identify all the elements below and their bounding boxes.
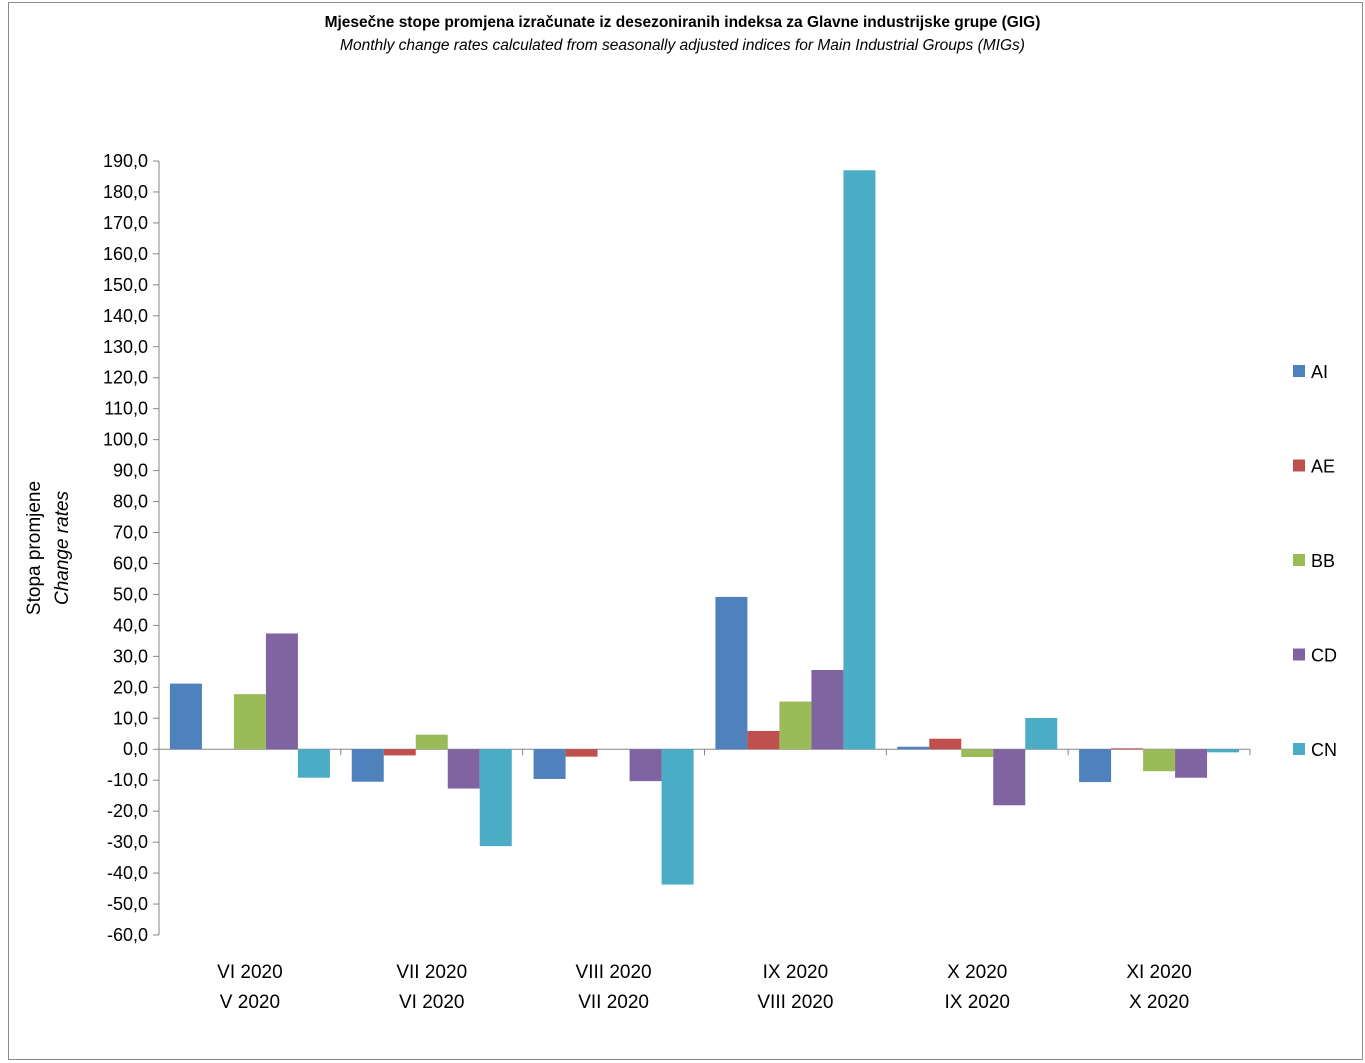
legend-label-ae: AE: [1311, 457, 1335, 477]
bar-cd: [629, 749, 662, 782]
bar-cd: [447, 749, 480, 789]
legend-label-cn: CN: [1311, 740, 1337, 760]
chart-subtitle: Monthly change rates calculated from sea…: [340, 37, 1025, 54]
x-category-label: VI 2020: [217, 962, 283, 983]
bar-bb: [415, 734, 448, 750]
bar-ai: [533, 749, 566, 779]
y-tick-label: 130,0: [103, 337, 148, 357]
legend-label-bb: BB: [1311, 551, 1335, 571]
bar-ae: [565, 749, 598, 757]
bar-cn: [297, 749, 330, 778]
y-tick-label: 60,0: [113, 553, 148, 573]
y-tick-label: 90,0: [113, 461, 148, 481]
y-tick-label: -40,0: [107, 863, 148, 883]
y-tick-label: 140,0: [103, 306, 148, 326]
x-category-label-sub: VII 2020: [578, 992, 649, 1013]
x-category-label: XI 2020: [1126, 962, 1192, 983]
x-category-label-sub: VIII 2020: [757, 992, 833, 1013]
y-tick-label: 50,0: [113, 584, 148, 604]
bar-bb: [1143, 749, 1176, 772]
y-tick-label: 40,0: [113, 615, 148, 635]
chart-title: Mjesečne stope promjena izračunate iz de…: [324, 14, 1041, 31]
y-tick-label: -20,0: [107, 801, 148, 821]
legend-swatch-bb: [1293, 554, 1305, 566]
y-tick-label: 170,0: [103, 213, 148, 233]
y-tick-label: -30,0: [107, 832, 148, 852]
bars: [169, 170, 1240, 885]
y-axis-title-en: Change rates: [52, 490, 73, 605]
y-tick-label: 70,0: [113, 523, 148, 543]
bar-ae: [383, 749, 416, 756]
bar-cn: [479, 749, 512, 847]
bar-ae: [929, 738, 962, 750]
legend-swatch-cn: [1293, 743, 1305, 755]
bar-ai: [351, 749, 384, 782]
x-category-label: VIII 2020: [576, 962, 652, 983]
bar-bb: [233, 694, 266, 750]
legend-label-ai: AI: [1311, 362, 1328, 382]
y-tick-label: 10,0: [113, 708, 148, 728]
y-tick-label: 150,0: [103, 275, 148, 295]
y-tick-label: 80,0: [113, 492, 148, 512]
x-category-label-sub: VI 2020: [399, 992, 465, 1013]
x-category-label: IX 2020: [763, 962, 829, 983]
bar-bb: [961, 749, 994, 757]
x-category-label-sub: V 2020: [220, 992, 280, 1013]
bar-ai: [169, 683, 202, 750]
y-tick-label: 180,0: [103, 182, 148, 202]
bar-ae: [1111, 748, 1144, 750]
axes: [153, 160, 1251, 936]
y-tick-label: -10,0: [107, 770, 148, 790]
legend-label-cd: CD: [1311, 646, 1337, 666]
y-tick-label: 120,0: [103, 368, 148, 388]
bar-cn: [1025, 717, 1058, 750]
y-tick-label: 20,0: [113, 677, 148, 697]
x-category-label-sub: IX 2020: [945, 992, 1011, 1013]
bar-ai: [1079, 749, 1112, 783]
x-category-label: X 2020: [947, 962, 1007, 983]
bar-ae: [747, 730, 780, 750]
bar-cd: [811, 669, 844, 750]
x-category-label: VII 2020: [396, 962, 467, 983]
legend-swatch-ai: [1293, 365, 1305, 377]
bar-cn: [661, 749, 694, 885]
axis-labels: 190,0 180,0 170,0 160,0 150,0 140,0 130,0 120,0…: [24, 151, 1192, 1013]
bar-cd: [993, 749, 1026, 806]
y-tick-label: 0,0: [123, 739, 148, 759]
y-tick-label: 190,0: [103, 151, 148, 171]
bar-bb: [779, 701, 812, 750]
bar-cd: [1175, 749, 1208, 778]
legend-swatch-ae: [1293, 459, 1305, 472]
legend: AI AE BB CD CN: [1293, 362, 1337, 760]
y-tick-label: 30,0: [113, 646, 148, 666]
legend-swatch-cd: [1293, 648, 1305, 661]
bar-cn: [843, 170, 876, 750]
x-category-label-sub: X 2020: [1129, 992, 1189, 1013]
bar-cn: [1207, 749, 1240, 753]
y-tick-label: -50,0: [107, 894, 148, 914]
y-tick-label: -60,0: [107, 925, 148, 945]
y-tick-label: 110,0: [104, 399, 148, 419]
y-tick-label: 160,0: [103, 244, 148, 264]
y-axis-title: Stopa promjene: [24, 481, 45, 615]
bar-cd: [265, 633, 298, 750]
bar-ai: [897, 746, 930, 750]
y-tick-label: 100,0: [103, 430, 148, 450]
bar-ai: [715, 596, 748, 750]
